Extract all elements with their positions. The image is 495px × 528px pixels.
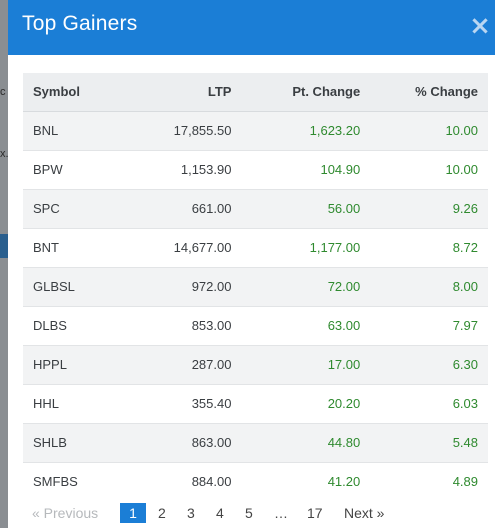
table-row[interactable]: HPPL 287.00 17.00 6.30 <box>23 344 488 384</box>
pct-change-cell: 4.89 <box>360 461 488 501</box>
table-row[interactable]: HHL 355.40 20.20 6.03 <box>23 383 488 423</box>
pct-change-cell: 10.00 <box>360 110 488 150</box>
symbol-cell: BPW <box>23 149 136 189</box>
pt-change-cell: 56.00 <box>231 188 361 228</box>
pct-change-cell: 5.48 <box>360 422 488 462</box>
column-header-pt-change[interactable]: Pt. Change <box>231 73 361 112</box>
column-header-pct-change[interactable]: % Change <box>360 73 488 112</box>
top-gainers-modal: Top Gainers × Symbol LTP Pt. Change % Ch… <box>8 0 495 528</box>
ltp-cell: 355.40 <box>135 383 232 423</box>
next-page-link[interactable]: Next » <box>344 505 385 521</box>
symbol-cell: BNT <box>23 227 136 267</box>
pt-change-cell: 72.00 <box>231 266 361 306</box>
ltp-cell: 17,855.50 <box>135 110 232 150</box>
table-row[interactable]: SHLB 863.00 44.80 5.48 <box>23 422 488 462</box>
pt-change-cell: 1,623.20 <box>231 110 361 150</box>
pt-change-cell: 1,177.00 <box>231 227 361 267</box>
page-link-2[interactable]: 2 <box>158 505 166 521</box>
pct-change-cell: 9.26 <box>360 188 488 228</box>
pt-change-cell: 104.90 <box>231 149 361 189</box>
pt-change-cell: 44.80 <box>231 422 361 462</box>
pt-change-cell: 17.00 <box>231 344 361 384</box>
page-link-17[interactable]: 17 <box>307 505 323 521</box>
ltp-cell: 863.00 <box>135 422 232 462</box>
pagination: « Previous 1 2 3 4 5 … 17 Next » <box>8 500 495 526</box>
background-text-fragment: x. <box>0 148 8 160</box>
background-page <box>0 0 8 528</box>
table-row[interactable]: BNT 14,677.00 1,177.00 8.72 <box>23 227 488 267</box>
background-text-fragment: c <box>0 86 6 98</box>
ltp-cell: 972.00 <box>135 266 232 306</box>
pct-change-cell: 6.03 <box>360 383 488 423</box>
ltp-cell: 661.00 <box>135 188 232 228</box>
ltp-cell: 1,153.90 <box>135 149 232 189</box>
ltp-cell: 884.00 <box>135 461 232 501</box>
modal-header: Top Gainers × <box>8 0 495 55</box>
background-nav-bar <box>0 234 8 258</box>
page-link-4[interactable]: 4 <box>216 505 224 521</box>
previous-page-link[interactable]: « Previous <box>32 505 99 521</box>
pct-change-cell: 8.72 <box>360 227 488 267</box>
symbol-cell: SHLB <box>23 422 136 462</box>
close-icon[interactable]: × <box>469 11 491 41</box>
table-row[interactable]: SPC 661.00 56.00 9.26 <box>23 188 488 228</box>
gainers-table: Symbol LTP Pt. Change % Change BNL 17,85… <box>23 73 488 501</box>
table-row[interactable]: BNL 17,855.50 1,623.20 10.00 <box>23 110 488 150</box>
symbol-cell: SPC <box>23 188 136 228</box>
ltp-cell: 853.00 <box>135 305 232 345</box>
table-row[interactable]: BPW 1,153.90 104.90 10.00 <box>23 149 488 189</box>
symbol-cell: HPPL <box>23 344 136 384</box>
table-row[interactable]: GLBSL 972.00 72.00 8.00 <box>23 266 488 306</box>
symbol-cell: HHL <box>23 383 136 423</box>
column-header-ltp[interactable]: LTP <box>135 73 232 112</box>
symbol-cell: DLBS <box>23 305 136 345</box>
ltp-cell: 14,677.00 <box>135 227 232 267</box>
ltp-cell: 287.00 <box>135 344 232 384</box>
pt-change-cell: 41.20 <box>231 461 361 501</box>
table-row[interactable]: DLBS 853.00 63.00 7.97 <box>23 305 488 345</box>
column-header-symbol[interactable]: Symbol <box>23 73 136 112</box>
symbol-cell: SMFBS <box>23 461 136 501</box>
pt-change-cell: 20.20 <box>231 383 361 423</box>
pct-change-cell: 6.30 <box>360 344 488 384</box>
table-row[interactable]: SMFBS 884.00 41.20 4.89 <box>23 461 488 501</box>
modal-title: Top Gainers <box>22 12 138 35</box>
symbol-cell: BNL <box>23 110 136 150</box>
page-link-1[interactable]: 1 <box>120 503 146 523</box>
pct-change-cell: 8.00 <box>360 266 488 306</box>
page-link-5[interactable]: 5 <box>245 505 253 521</box>
pct-change-cell: 10.00 <box>360 149 488 189</box>
pct-change-cell: 7.97 <box>360 305 488 345</box>
page-ellipsis: … <box>274 505 288 521</box>
table-header-row: Symbol LTP Pt. Change % Change <box>23 73 488 112</box>
pt-change-cell: 63.00 <box>231 305 361 345</box>
page-link-3[interactable]: 3 <box>187 505 195 521</box>
symbol-cell: GLBSL <box>23 266 136 306</box>
